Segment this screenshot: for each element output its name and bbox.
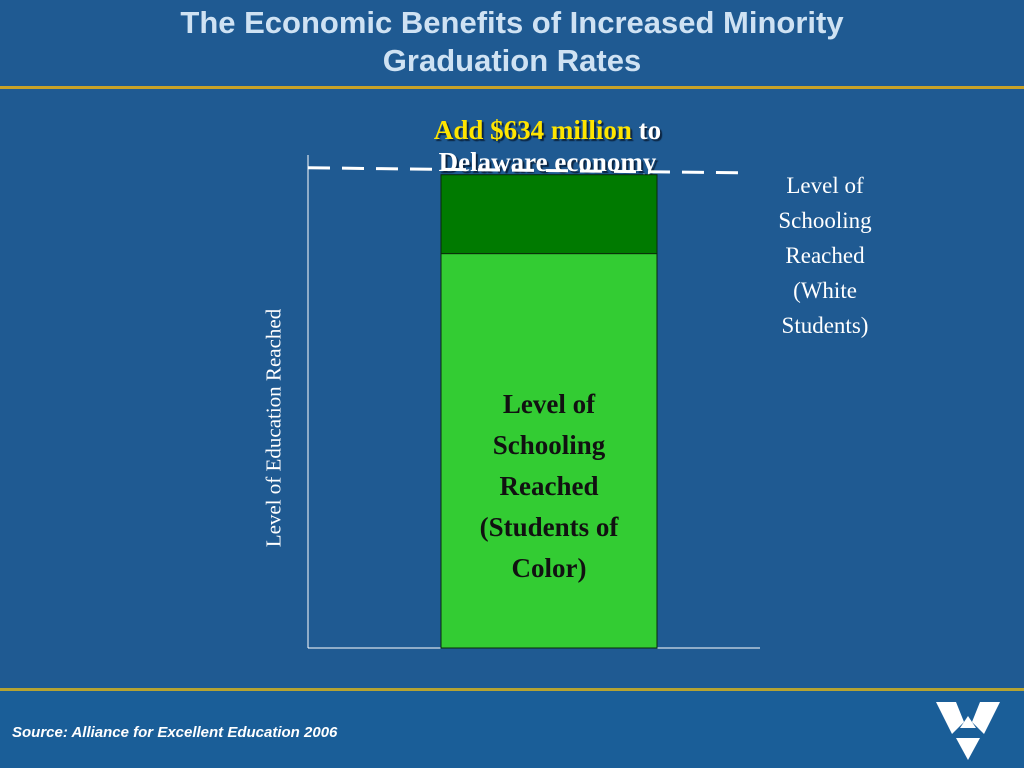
source-note: Source: Alliance for Excellent Education… <box>12 724 338 741</box>
side-label-line: Students) <box>781 313 869 338</box>
alliance-logo-icon <box>936 702 1000 760</box>
bar-label-line: (Students of <box>479 512 619 542</box>
footer-divider <box>0 688 1024 691</box>
title-divider <box>0 86 1024 89</box>
footer <box>0 691 1024 768</box>
side-label-line: (White <box>793 278 857 303</box>
subtitle-rest: to <box>631 115 662 145</box>
bar-gap-to-white-students <box>440 174 658 255</box>
title-line-1: The Economic Benefits of Increased Minor… <box>180 5 844 40</box>
bar-label-line: Schooling <box>492 430 606 460</box>
side-label-line: Reached <box>785 243 865 268</box>
y-axis-label: Level of Education Reached <box>261 308 286 548</box>
subtitle-highlight: Add $634 million <box>433 115 632 145</box>
bar-label-line: Reached <box>499 471 599 501</box>
side-label-line: Schooling <box>778 208 872 233</box>
white-students-label: Level of Schooling Reached (White Studen… <box>745 168 905 343</box>
slide-title: The Economic Benefits of Increased Minor… <box>0 4 1024 80</box>
bar-label-line: Color) <box>511 553 587 583</box>
side-label-line: Level of <box>786 173 864 198</box>
bar-students-of-color <box>440 253 658 649</box>
bar-label-line: Level of <box>502 389 596 419</box>
bar-label-students-of-color: Level of Schooling Reached (Students of … <box>441 384 657 589</box>
title-line-2: Graduation Rates <box>382 43 642 78</box>
white-students-reference-line <box>307 166 741 175</box>
